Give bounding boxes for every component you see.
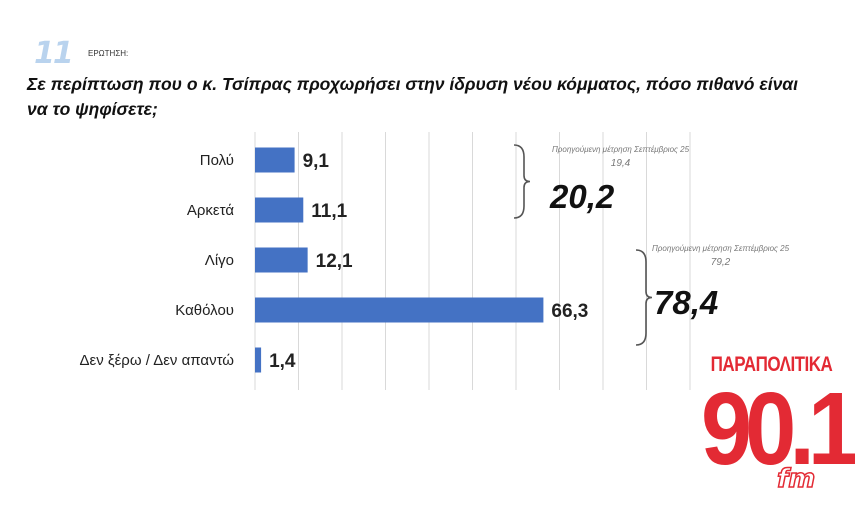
bar-2 bbox=[255, 197, 304, 223]
logo-frequency: 90.1 bbox=[701, 372, 855, 487]
station-logo: ΠΑΡΑΠΟΛΙΤΙΚΑ 90.1 fm bbox=[701, 352, 855, 502]
category-label: Λίγο bbox=[205, 252, 234, 269]
category-label: Αρκετά bbox=[187, 202, 234, 219]
question-text: Σε περίπτωση που ο κ. Τσίπρας προχωρήσει… bbox=[27, 74, 799, 119]
data-label: 11,1 bbox=[311, 201, 347, 222]
category-label: Καθόλου bbox=[175, 302, 234, 319]
previous-measurement-value-1: 19,4 bbox=[610, 158, 631, 169]
bar-5 bbox=[255, 347, 262, 373]
bar-4 bbox=[255, 297, 544, 323]
combined-total-1: 20,2 bbox=[550, 178, 615, 215]
logo-brand-text: ΠΑΡΑΠΟΛΙΤΙΚΑ bbox=[710, 352, 833, 376]
bar-1 bbox=[255, 147, 295, 173]
data-label: 9,1 bbox=[303, 151, 330, 172]
logo-fm: fm bbox=[776, 463, 816, 495]
previous-measurement-label-1: Προηγούμενη μέτρηση Σεπτέμβριος 25 bbox=[552, 145, 690, 154]
category-label: Δεν ξέρω / Δεν απαντώ bbox=[80, 352, 235, 369]
data-label: 12,1 bbox=[316, 251, 353, 272]
previous-measurement-value-2: 79,2 bbox=[710, 257, 731, 268]
question-number-logo: 11 bbox=[34, 36, 74, 71]
brace-2 bbox=[635, 249, 653, 346]
previous-measurement-1: Προηγούμενη μέτρηση Σεπτέμβριος 25 19,4 bbox=[552, 145, 689, 169]
question-label: ΕΡΩΤΗΣΗ: bbox=[88, 49, 129, 58]
bar-3 bbox=[255, 247, 308, 273]
previous-measurement-2: Προηγούμενη μέτρηση Σεπτέμβριος 25 79,2 bbox=[652, 244, 789, 268]
combined-total-2: 78,4 bbox=[654, 284, 719, 321]
category-label: Πολύ bbox=[200, 152, 234, 169]
brace-1 bbox=[513, 144, 531, 219]
data-label: 66,3 bbox=[551, 301, 588, 322]
previous-measurement-label-2: Προηγούμενη μέτρηση Σεπτέμβριος 25 bbox=[652, 244, 790, 253]
data-label: 1,4 bbox=[269, 351, 296, 372]
